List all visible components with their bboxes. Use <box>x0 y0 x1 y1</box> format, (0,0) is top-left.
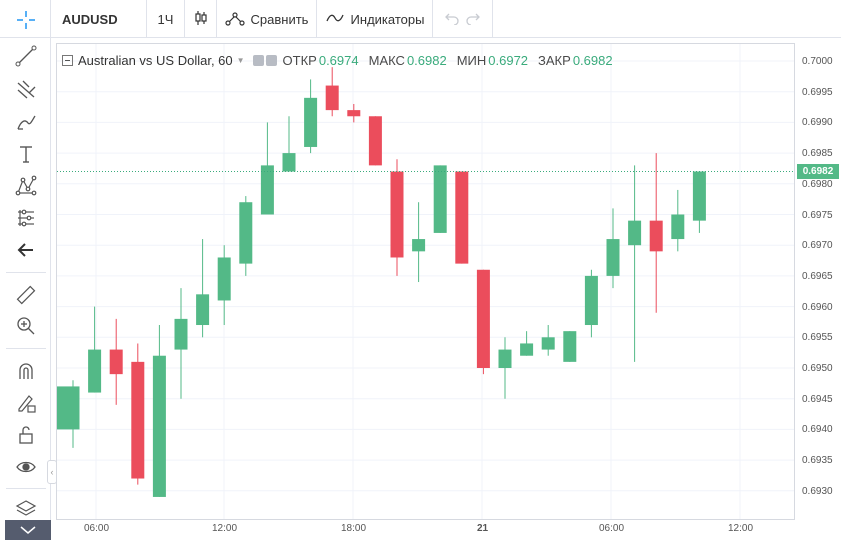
zoom-in-icon[interactable] <box>0 311 51 341</box>
price-tick-label: 0.6940 <box>802 424 833 436</box>
time-tick-label: 06:00 <box>599 523 625 534</box>
price-tick-label: 0.6935 <box>802 455 833 467</box>
price-tick-label: 0.6950 <box>802 363 833 374</box>
arrow-left-icon[interactable] <box>0 235 51 265</box>
low-value: 0.6972 <box>488 52 529 68</box>
toolbar-spacer <box>492 0 836 38</box>
forecast-icon[interactable] <box>0 203 51 233</box>
time-axis[interactable] <box>56 520 795 540</box>
toolbar-divider <box>6 488 46 489</box>
candles-icon <box>193 10 209 29</box>
time-tick-label: 12:00 <box>728 523 754 534</box>
last-price-value: 0.6982 <box>802 166 834 178</box>
price-tick-label: 0.6955 <box>802 332 833 344</box>
undo-icon[interactable] <box>444 11 460 28</box>
symbol-search[interactable]: AUDUSD <box>62 11 118 27</box>
scroll-handle[interactable]: ‹ <box>47 460 57 484</box>
time-tick-label: 12:00 <box>212 523 238 534</box>
open-value: 0.6974 <box>318 52 359 68</box>
price-tick-label: 0.6985 <box>802 148 833 160</box>
layers-icon[interactable] <box>0 494 51 524</box>
series-title: Australian vs US Dollar, 60 <box>78 52 233 68</box>
price-tick-label: 0.6965 <box>802 270 833 282</box>
chart-legend: Australian vs US Dollar, 60 ▼ ОТКР 0.6974… <box>62 50 613 70</box>
drawing-toolbar <box>0 0 51 540</box>
compare-icon <box>224 10 245 29</box>
pattern-icon[interactable] <box>0 171 51 201</box>
compare-button[interactable]: Сравнить <box>216 0 316 38</box>
indicators-button[interactable]: Индикаторы <box>316 0 432 38</box>
chart-type-button[interactable] <box>184 0 216 38</box>
time-tick-label: 06:00 <box>84 523 110 534</box>
unlock-icon[interactable] <box>0 420 51 450</box>
top-toolbar: AUDUSD 1Ч Сравнить Индикаторы <box>0 0 841 38</box>
price-tick-label: 0.6975 <box>802 209 833 221</box>
high-value: 0.6982 <box>406 52 447 68</box>
close-series-icon[interactable] <box>265 54 277 66</box>
price-tick-label: 0.6960 <box>802 301 833 313</box>
time-tick-label: 21 <box>477 523 489 534</box>
ruler-icon[interactable] <box>0 280 51 310</box>
price-tick-label: 0.6970 <box>802 240 833 252</box>
lock-drawings-icon[interactable] <box>0 388 51 418</box>
interval-button[interactable]: 1Ч <box>146 0 184 38</box>
collapse-toolbar-button[interactable] <box>5 520 51 540</box>
series-menu-icon[interactable]: ▼ <box>236 55 245 65</box>
price-tick-label: 0.6980 <box>802 178 833 190</box>
price-tick-label: 0.6945 <box>802 393 833 405</box>
trend-line-icon[interactable] <box>0 41 51 71</box>
price-tick-label: 0.7000 <box>802 56 833 67</box>
toolbar-divider <box>6 272 46 273</box>
text-tool-icon[interactable] <box>0 139 51 169</box>
indicators-icon <box>325 10 345 29</box>
close-label: ЗАКР <box>538 52 571 68</box>
compare-label: Сравнить <box>250 11 309 27</box>
close-value: 0.6982 <box>572 52 613 68</box>
fib-tools-icon[interactable] <box>0 74 51 104</box>
chart-pane[interactable] <box>56 43 795 520</box>
price-tick-label: 0.6990 <box>802 117 833 129</box>
last-price-badge: 0.6982 <box>797 164 839 180</box>
collapse-legend-icon[interactable] <box>62 54 73 66</box>
settings-icon[interactable] <box>252 54 264 66</box>
price-tick-label: 0.6930 <box>802 485 833 497</box>
price-tick-label: 0.6995 <box>802 86 833 98</box>
time-tick-label: 18:00 <box>341 523 367 534</box>
low-label: МИН <box>456 52 487 68</box>
magnet-icon[interactable] <box>0 356 51 386</box>
redo-icon[interactable] <box>465 11 481 28</box>
high-label: МАКС <box>368 52 405 68</box>
brush-icon[interactable] <box>0 107 51 137</box>
eye-icon[interactable] <box>0 452 51 482</box>
open-label: ОТКР <box>282 52 317 68</box>
indicators-label: Индикаторы <box>350 11 425 27</box>
toolbar-divider <box>6 348 46 349</box>
crosshair-icon[interactable] <box>0 5 51 35</box>
undo-redo-group <box>432 0 492 38</box>
